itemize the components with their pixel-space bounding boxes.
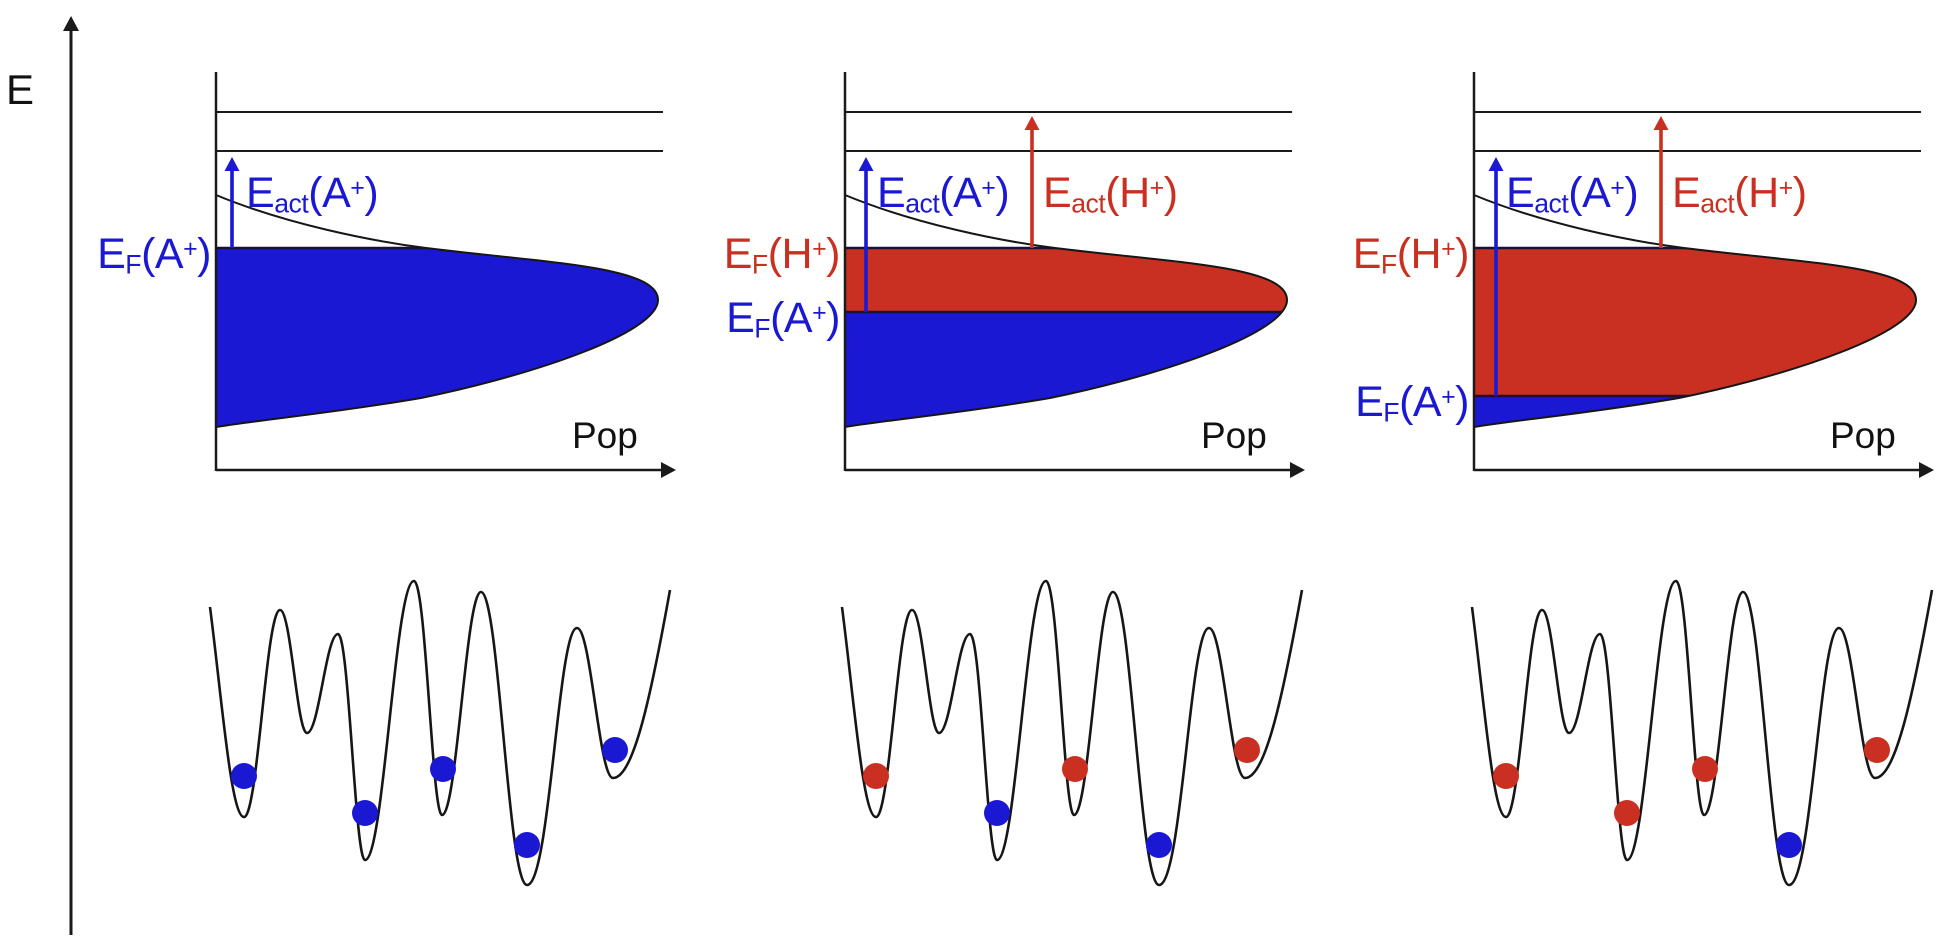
blue-population-fill: [845, 312, 1287, 427]
alkali-ion-ball: [231, 763, 257, 789]
potential-curve: [840, 579, 1304, 887]
pop-label-panel3: Pop: [1830, 415, 1896, 456]
proton-ion-ball: [1864, 737, 1890, 763]
proton-ion-ball: [863, 763, 889, 789]
proton-ion-ball: [1692, 756, 1718, 782]
panel-2-well-landscape: [840, 579, 1304, 887]
alkali-ion-ball: [514, 832, 540, 858]
proton-ion-ball: [1062, 756, 1088, 782]
eact-h-label-panel3: Eact(H+): [1672, 169, 1807, 219]
energy-axis-label: E: [6, 66, 35, 113]
panel-3-well-landscape: [1470, 579, 1934, 887]
red-population-fill: [845, 248, 1287, 312]
panel-2-population-plot: [843, 72, 1305, 478]
ef-h-label-panel2: EF(H+): [723, 230, 841, 280]
ef-a-label-panel3: EF(A+): [1355, 378, 1469, 428]
eact-h-label-panel2: Eact(H+): [1043, 169, 1178, 219]
eact-a-label-panel1: Eact(A+): [246, 169, 379, 219]
alkali-ion-ball: [352, 800, 378, 826]
eact-a-label-panel2: Eact(A+): [877, 169, 1010, 219]
alkali-ion-ball: [602, 737, 628, 763]
ef-a-label-panel2: EF(A+): [726, 294, 840, 344]
red-population-fill: [1474, 248, 1916, 396]
pop-label-panel1: Pop: [572, 415, 638, 456]
panel-3-population-plot: [1472, 72, 1934, 478]
potential-curve: [1470, 579, 1934, 887]
potential-curve: [208, 579, 672, 887]
alkali-ion-ball: [1146, 832, 1172, 858]
alkali-ion-ball: [1776, 832, 1802, 858]
proton-ion-ball: [1234, 737, 1260, 763]
proton-ion-ball: [1614, 800, 1640, 826]
panel-1-well-landscape: [208, 579, 672, 887]
blue-population-fill: [216, 248, 658, 427]
proton-ion-ball: [1493, 763, 1519, 789]
alkali-ion-ball: [430, 756, 456, 782]
ef-a-label-panel1: EF(A+): [97, 230, 211, 280]
alkali-ion-ball: [984, 800, 1010, 826]
pop-label-panel2: Pop: [1201, 415, 1267, 456]
eact-a-label-panel3: Eact(A+): [1506, 169, 1639, 219]
panel-1-population-plot: [214, 72, 676, 478]
ef-h-label-panel3: EF(H+): [1352, 230, 1470, 280]
